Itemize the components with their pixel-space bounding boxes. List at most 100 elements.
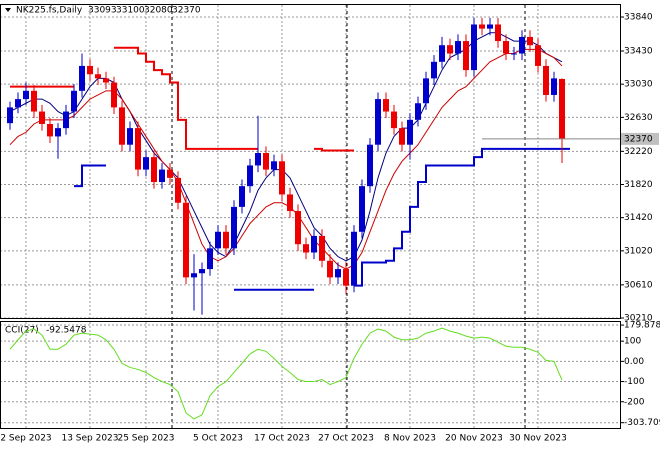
candle-body xyxy=(167,169,173,178)
candle-body xyxy=(463,41,469,71)
indicator-line xyxy=(9,327,563,420)
indicator-line xyxy=(74,147,570,291)
candle-body xyxy=(367,144,373,187)
indicator-line xyxy=(10,46,354,152)
y-tick-label: 32630 xyxy=(624,113,653,123)
candle-body xyxy=(7,107,13,124)
x-tick-label: 8 Nov 2023 xyxy=(384,434,436,444)
candle-body xyxy=(143,157,149,170)
candle-body xyxy=(111,82,117,108)
candle-body xyxy=(471,24,477,71)
candle-body xyxy=(63,111,69,129)
candle-body xyxy=(215,231,221,249)
candle-body xyxy=(191,273,197,278)
cci-panel xyxy=(0,321,621,429)
y-tick-label: 33430 xyxy=(624,47,653,57)
x-tick-label: 27 Oct 2023 xyxy=(318,434,374,444)
candle-body xyxy=(223,231,229,249)
candle-body xyxy=(23,90,29,100)
x-tick-label: 25 Sep 2023 xyxy=(117,434,174,444)
candle-body xyxy=(199,269,205,274)
candle-body xyxy=(247,165,253,187)
x-tick-label: 2 Sep 2023 xyxy=(0,434,51,444)
y-tick-label: 32220 xyxy=(624,147,653,157)
y-tick-label: -100 xyxy=(624,377,645,387)
candle-body xyxy=(183,202,189,278)
y-tick-label: 31420 xyxy=(624,213,653,223)
candle-body xyxy=(39,111,45,124)
candle-body xyxy=(399,128,405,145)
candle-body xyxy=(47,123,53,137)
candle-body xyxy=(551,78,557,95)
x-tick-label: 17 Oct 2023 xyxy=(254,434,310,444)
candle-body xyxy=(559,78,565,139)
candle-body xyxy=(423,78,429,104)
candle-body xyxy=(311,235,317,253)
candle-body xyxy=(503,41,509,54)
candle-body xyxy=(55,128,61,137)
candle-body xyxy=(31,90,37,112)
candle-body xyxy=(159,169,165,183)
y-tick-label: 31020 xyxy=(624,246,653,256)
y-tick-label: -303.709 xyxy=(624,418,660,428)
y-tick-label: 30210 xyxy=(624,314,653,324)
y-tick-label: 30610 xyxy=(624,280,653,290)
candle-body xyxy=(263,153,269,170)
candle-body xyxy=(303,244,309,253)
candle-body xyxy=(391,111,397,129)
y-tick-label: 33840 xyxy=(624,13,653,23)
candle-body xyxy=(287,194,293,212)
candle-body xyxy=(119,107,125,145)
candle-body xyxy=(431,61,437,79)
candle-body xyxy=(135,128,141,170)
candle-body xyxy=(535,45,541,66)
candle-body xyxy=(151,157,157,183)
x-tick-label: 30 Nov 2023 xyxy=(509,434,567,444)
x-tick-label: 13 Sep 2023 xyxy=(61,434,118,444)
cci-last-value: -92.5478 xyxy=(46,326,87,336)
candle-body xyxy=(175,177,181,203)
candle-body xyxy=(495,24,501,42)
candle-body xyxy=(231,206,237,249)
candle-body xyxy=(15,99,21,108)
candle-body xyxy=(455,41,461,54)
last-price-label: 32370 xyxy=(624,134,653,144)
candle-body xyxy=(407,119,413,145)
candle-body xyxy=(543,65,549,95)
menu-arrow xyxy=(5,8,11,12)
candle-body xyxy=(255,153,261,166)
price-panel xyxy=(0,4,621,319)
x-tick-label: 20 Nov 2023 xyxy=(445,434,503,444)
candle-body xyxy=(279,161,285,195)
y-tick-label: 0.00 xyxy=(624,357,644,367)
y-tick-label: 179.8788 xyxy=(624,321,660,331)
candle-body xyxy=(95,74,101,79)
indicator-line xyxy=(9,32,563,262)
candle-body xyxy=(447,45,453,54)
candle-body xyxy=(239,186,245,207)
candle-body xyxy=(479,24,485,29)
chart-title: NK225.fs,Daily xyxy=(16,6,83,16)
candle-body xyxy=(71,90,77,112)
candle-body xyxy=(343,269,349,286)
candle-body xyxy=(487,24,493,29)
candle-body xyxy=(127,128,133,145)
indicator-line xyxy=(9,48,563,270)
candle-body xyxy=(351,231,357,286)
ohlc-high: 33100 xyxy=(116,6,145,16)
candle-body xyxy=(295,211,301,245)
y-tick-label: 31820 xyxy=(624,180,653,190)
candle-body xyxy=(271,161,277,170)
y-tick-label: -200 xyxy=(624,397,645,407)
y-tick-label: 100 xyxy=(624,337,641,347)
cci-title: CCI(27) xyxy=(5,326,39,336)
candle-body xyxy=(87,65,93,75)
candle-body xyxy=(207,248,213,270)
candle-body xyxy=(335,269,341,278)
candle-body xyxy=(415,103,421,120)
candle-body xyxy=(375,99,381,145)
candle-body xyxy=(359,186,365,232)
ohlc-low: 32080 xyxy=(144,6,173,16)
candle-body xyxy=(79,65,85,91)
